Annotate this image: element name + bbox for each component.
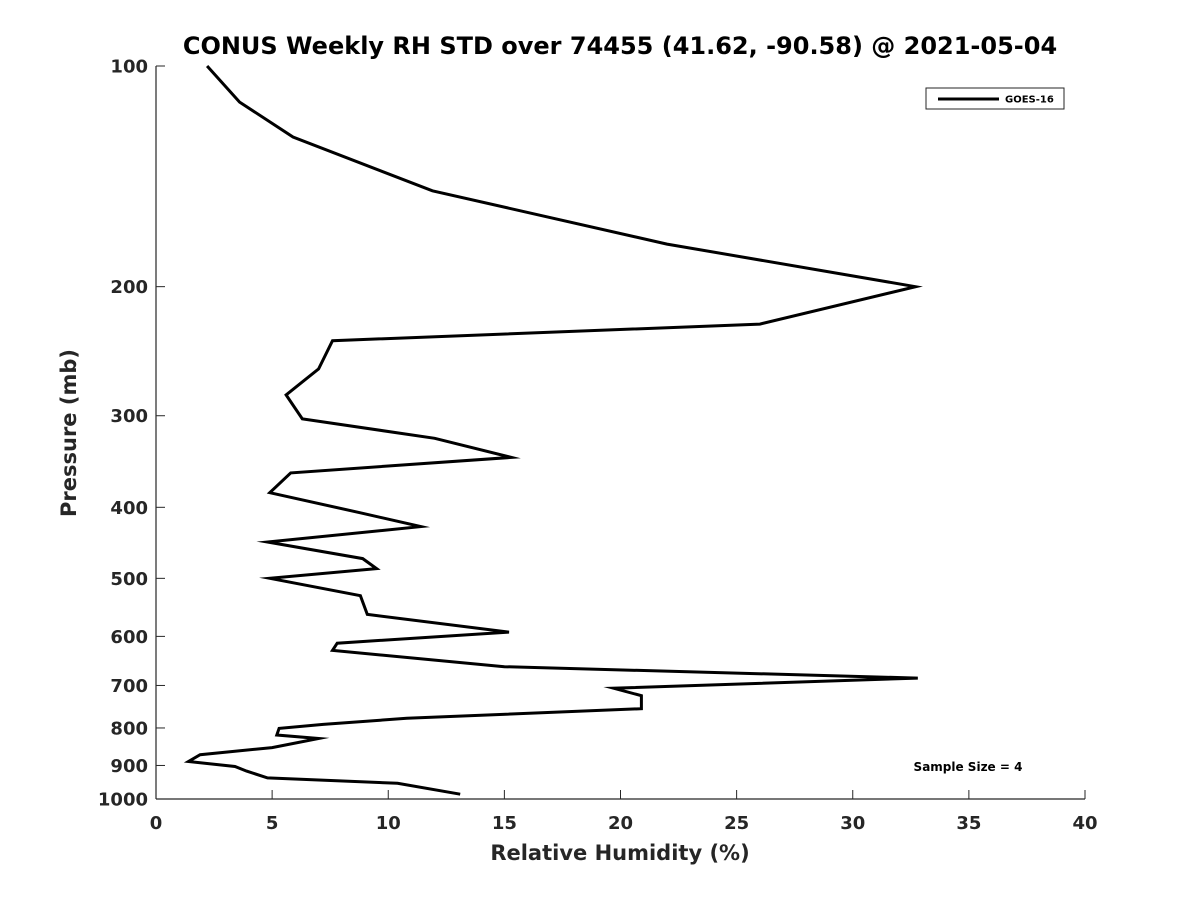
- x-tick-label: 15: [492, 813, 517, 834]
- y-tick-label: 600: [110, 627, 148, 648]
- x-axis-label: Relative Humidity (%): [490, 841, 749, 865]
- y-tick-label: 1000: [98, 790, 148, 811]
- y-tick-label: 900: [110, 756, 148, 777]
- y-tick-label: 800: [110, 718, 148, 739]
- y-tick-label: 300: [110, 406, 148, 427]
- legend: GOES-16: [925, 87, 1065, 110]
- chart-title: CONUS Weekly RH STD over 74455 (41.62, -…: [183, 32, 1057, 60]
- y-tick-label: 500: [110, 569, 148, 590]
- sample-size-annotation: Sample Size = 4: [914, 760, 1023, 774]
- y-tick-label: 200: [110, 277, 148, 298]
- y-axis-label: Pressure (mb): [57, 349, 81, 517]
- series-layer: [183, 64, 923, 796]
- x-tick-label: 30: [840, 813, 865, 834]
- axes: 0 5 10 15 20 25 30 35 40 100 200 300 400 500 600 700 800…: [98, 57, 1098, 835]
- x-tick-label: 10: [376, 813, 401, 834]
- x-tick-label: 5: [266, 813, 279, 834]
- x-tick-label: 20: [608, 813, 633, 834]
- x-tick-label: 25: [724, 813, 749, 834]
- y-tick-label: 700: [110, 676, 148, 697]
- x-tick-label: 35: [956, 813, 981, 834]
- series-line-0: [183, 64, 923, 796]
- x-tick-label: 40: [1072, 813, 1097, 834]
- y-tick-label: 400: [110, 498, 148, 519]
- x-tick-label: 0: [150, 813, 163, 834]
- legend-entry: GOES-16: [1005, 95, 1054, 106]
- y-tick-label: 100: [110, 57, 148, 78]
